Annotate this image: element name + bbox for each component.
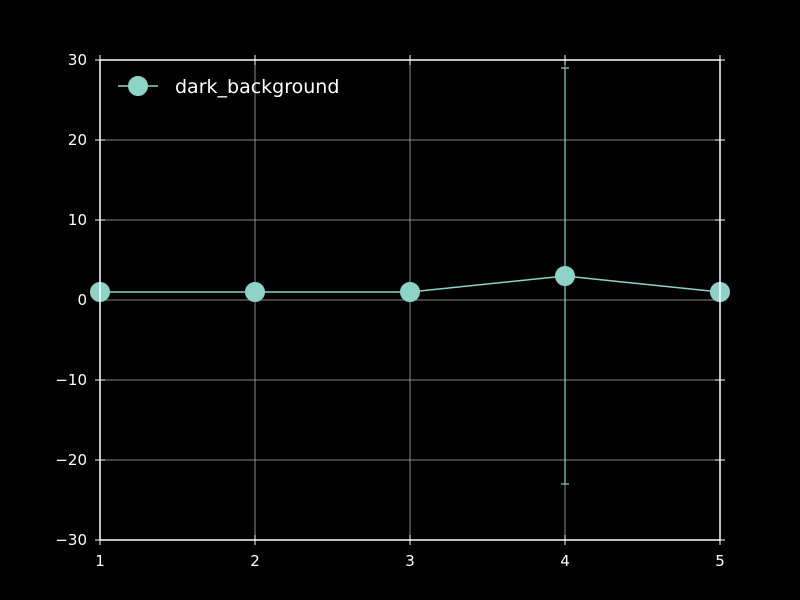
data-point bbox=[555, 266, 575, 286]
y-tick-label: −20 bbox=[55, 451, 87, 469]
axes-frame bbox=[99, 59, 721, 541]
x-tick-label: 5 bbox=[715, 552, 725, 570]
data-point bbox=[245, 282, 265, 302]
y-tick-label: 10 bbox=[68, 211, 87, 229]
x-tick-label: 4 bbox=[560, 552, 570, 570]
y-tick-label: 0 bbox=[77, 291, 87, 309]
x-tick-label: 3 bbox=[405, 552, 415, 570]
series bbox=[90, 67, 730, 485]
legend-label: dark_background bbox=[175, 76, 339, 98]
x-tick-label: 2 bbox=[250, 552, 260, 570]
y-tick-label: 30 bbox=[68, 51, 87, 69]
y-tick-label: −10 bbox=[55, 371, 87, 389]
y-tick-label: −30 bbox=[55, 531, 87, 549]
legend: dark_background bbox=[118, 76, 339, 98]
tick-labels: 1 2 3 4 5 −30 −20 −10 0 10 20 30 bbox=[55, 51, 724, 570]
y-tick-label: 20 bbox=[68, 131, 87, 149]
data-point bbox=[400, 282, 420, 302]
x-tick-label: 1 bbox=[95, 552, 105, 570]
legend-marker bbox=[128, 76, 148, 96]
